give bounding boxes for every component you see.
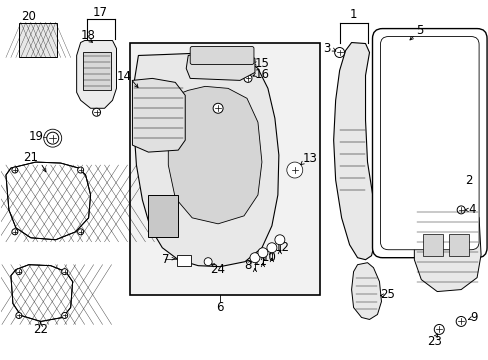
Bar xyxy=(19,23,57,58)
Circle shape xyxy=(16,269,22,275)
Circle shape xyxy=(47,132,59,144)
FancyBboxPatch shape xyxy=(177,255,191,266)
Circle shape xyxy=(274,235,285,245)
Text: 17: 17 xyxy=(93,6,108,19)
Circle shape xyxy=(456,206,464,214)
Text: 7: 7 xyxy=(161,253,169,266)
Text: 12: 12 xyxy=(274,241,289,254)
Text: 8: 8 xyxy=(244,259,251,272)
Circle shape xyxy=(61,312,67,319)
FancyBboxPatch shape xyxy=(380,37,478,250)
Polygon shape xyxy=(168,86,262,224)
Circle shape xyxy=(78,229,83,235)
Circle shape xyxy=(44,129,61,147)
Text: 3: 3 xyxy=(323,42,330,55)
Text: 15: 15 xyxy=(254,57,269,70)
Bar xyxy=(130,42,319,294)
Bar xyxy=(82,53,110,90)
Text: 9: 9 xyxy=(469,311,477,324)
Text: 21: 21 xyxy=(23,150,38,163)
Text: 2: 2 xyxy=(465,174,472,186)
Bar xyxy=(423,234,442,256)
FancyBboxPatch shape xyxy=(372,28,486,258)
Circle shape xyxy=(258,248,267,258)
Text: 1: 1 xyxy=(349,8,357,21)
Text: 16: 16 xyxy=(254,68,269,81)
Text: 14: 14 xyxy=(117,70,132,83)
Circle shape xyxy=(286,162,302,178)
Polygon shape xyxy=(186,50,254,80)
Circle shape xyxy=(203,258,212,266)
Text: 5: 5 xyxy=(415,24,422,37)
Circle shape xyxy=(213,103,223,113)
Text: 25: 25 xyxy=(379,288,394,301)
Circle shape xyxy=(266,243,276,253)
Text: 13: 13 xyxy=(302,152,317,165)
Polygon shape xyxy=(11,265,73,321)
Text: 23: 23 xyxy=(426,335,441,348)
Circle shape xyxy=(12,167,18,173)
Text: 6: 6 xyxy=(216,301,224,314)
Polygon shape xyxy=(77,41,116,108)
Polygon shape xyxy=(351,263,381,319)
Circle shape xyxy=(249,253,260,263)
Text: 10: 10 xyxy=(261,251,276,264)
Text: 22: 22 xyxy=(33,323,48,336)
Bar xyxy=(148,195,178,237)
Bar xyxy=(448,234,468,256)
Text: 4: 4 xyxy=(468,203,475,216)
Circle shape xyxy=(16,312,22,319)
Circle shape xyxy=(455,316,465,327)
Circle shape xyxy=(78,167,83,173)
Circle shape xyxy=(92,108,101,116)
Text: 11: 11 xyxy=(252,255,267,268)
Circle shape xyxy=(244,75,251,82)
Circle shape xyxy=(334,48,344,58)
Text: 20: 20 xyxy=(21,10,36,23)
Text: 19: 19 xyxy=(28,130,43,143)
Text: 18: 18 xyxy=(81,29,96,42)
Polygon shape xyxy=(132,78,185,152)
Circle shape xyxy=(61,269,67,275)
Circle shape xyxy=(12,229,18,235)
Polygon shape xyxy=(413,196,480,292)
Circle shape xyxy=(433,324,443,334)
Circle shape xyxy=(289,165,299,175)
FancyBboxPatch shape xyxy=(190,46,253,64)
Text: 24: 24 xyxy=(210,263,225,276)
Polygon shape xyxy=(6,162,90,240)
Polygon shape xyxy=(333,42,375,260)
Polygon shape xyxy=(133,54,278,267)
